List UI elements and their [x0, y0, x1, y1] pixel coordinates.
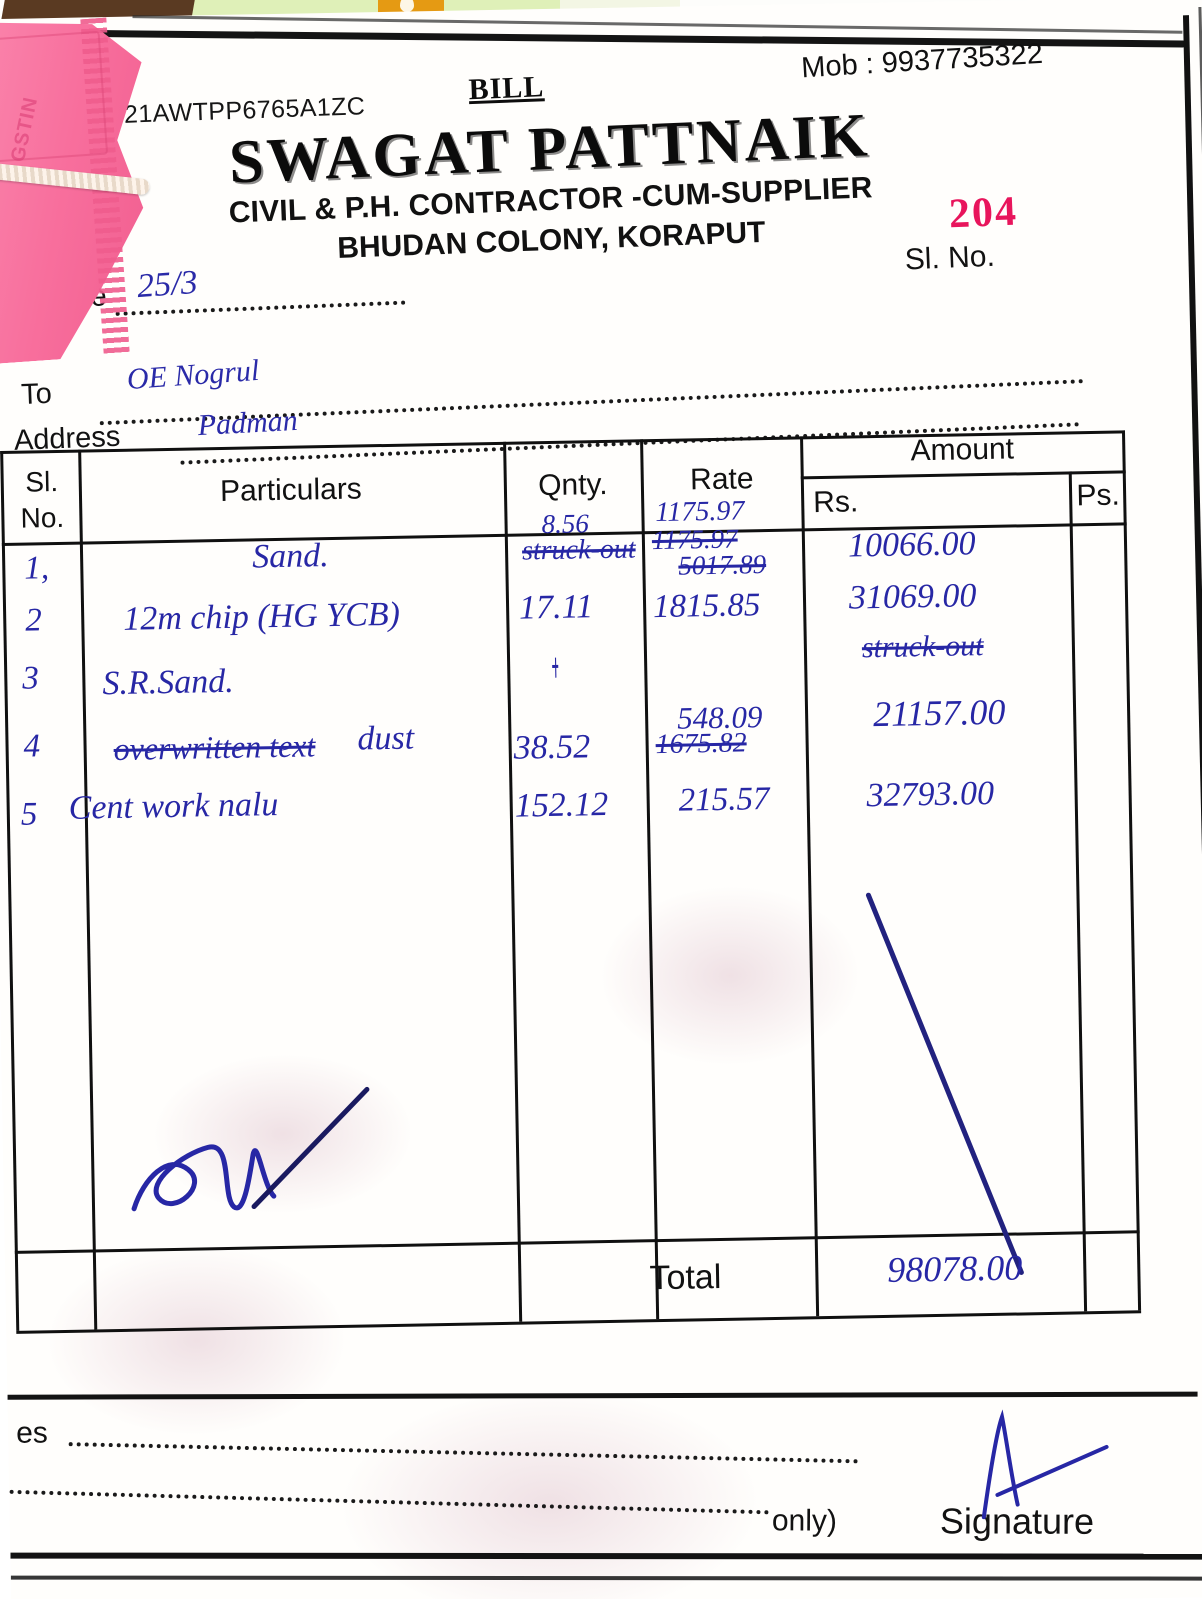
row-particulars: Sand.: [251, 537, 329, 576]
row-amount-rs: 32793.00: [866, 774, 995, 815]
only-label: only): [771, 1504, 838, 1538]
header-slno-line1: Sl.: [25, 465, 59, 498]
date-value: 25/3: [135, 263, 199, 306]
row-particulars: 12m chip (HG YCB): [122, 595, 401, 638]
serial-number-label: Sl. No.: [904, 239, 996, 277]
header-qnty: Qnty.: [537, 467, 608, 503]
row-rate: 1815.85: [652, 587, 761, 626]
row-particulars: dust: [357, 719, 415, 758]
column-divider-rate: [800, 436, 820, 1317]
row-slno: 1,: [23, 550, 50, 587]
row-qnty: 17.11: [518, 588, 594, 627]
row-slno: 3: [21, 660, 40, 697]
row-qnty: 152.12: [514, 785, 609, 825]
particulars-signature: [131, 1086, 370, 1212]
column-divider-slno: [78, 449, 98, 1330]
total-value: 98078.00: [886, 1247, 1023, 1290]
table-border-left: [0, 450, 20, 1331]
row-qnty-struck: struck-out: [521, 533, 636, 567]
table-border-right: [1121, 430, 1142, 1311]
row-particulars: Cent work nalu: [68, 786, 279, 827]
amount-header-divider: [800, 470, 1126, 480]
header-rate: Rate: [689, 462, 754, 497]
row-particulars: S.R.Sand.: [102, 662, 235, 703]
sheet-right-border: [1182, 15, 1202, 1575]
row-amount-rs: 31069.00: [848, 577, 977, 617]
row-rate: 215.57: [678, 781, 770, 819]
address-value: Padman: [196, 403, 299, 443]
amount-cancel-line: [865, 892, 1024, 1275]
header-slno-line2: No.: [20, 501, 65, 534]
header-rs: Rs.: [812, 485, 859, 520]
row-particulars-struck: overwritten text: [113, 727, 316, 768]
row-amount-rs: 21157.00: [872, 691, 1006, 735]
row-rate-struck-2: 5017.89: [678, 549, 767, 581]
paper-stain: [337, 1385, 762, 1599]
footer-signature: [981, 1409, 1109, 1520]
items-table: Sl. No. Particulars Qnty. Rate Amount Rs…: [0, 430, 1144, 1334]
bill-title: BILL: [467, 70, 545, 107]
row-qnty: 38.52: [513, 728, 591, 767]
row-slno: 5: [20, 796, 38, 833]
rupees-label: es: [16, 1416, 48, 1450]
row-amount-struck: struck-out: [861, 629, 984, 665]
row-qnty-mark: |: [551, 652, 559, 678]
footer-rule-bottom: [10, 1552, 1202, 1560]
header-ps: Ps.: [1076, 478, 1121, 513]
row-amount-rs: 10066.00: [847, 525, 976, 565]
header-particulars: Particulars: [219, 472, 363, 509]
column-divider-qnty: [640, 439, 660, 1320]
row-slno: 2: [24, 602, 43, 639]
total-label: Total: [649, 1257, 722, 1298]
to-label: To: [20, 377, 53, 411]
serial-number-value: 204: [948, 188, 1019, 238]
header-amount: Amount: [910, 432, 1015, 468]
column-divider-particulars: [503, 441, 523, 1322]
row-slno: 4: [23, 728, 41, 765]
row-rate-struck: 1675.82: [655, 727, 747, 761]
table-border-bottom: [16, 1310, 1142, 1334]
footer-rule-bottom-outer: [10, 1575, 1202, 1581]
to-value: OE Nogrul: [125, 353, 261, 397]
mobile-number: Mob : 9937735322: [800, 37, 1044, 85]
